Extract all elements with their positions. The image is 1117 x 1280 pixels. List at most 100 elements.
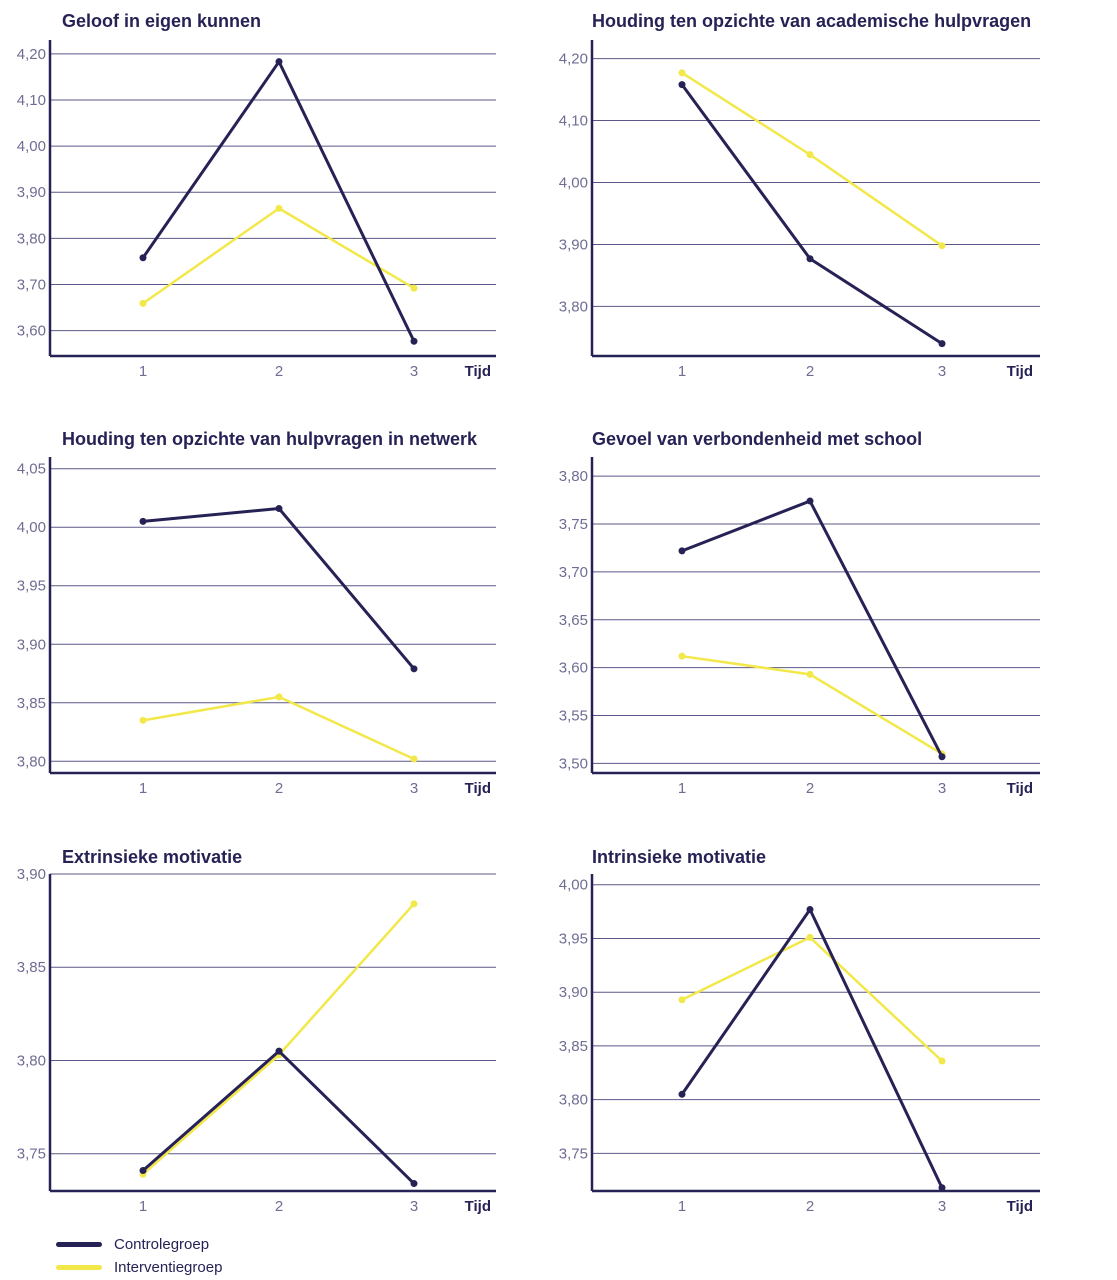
chart-6-ytick-label: 3,80: [559, 1092, 588, 1109]
chart-2-point-intervention: [678, 69, 686, 77]
chart-3-xtick-label: 3: [410, 780, 418, 797]
chart-6-ytick-label: 4,00: [559, 877, 588, 894]
chart-3-ytick-label: 3,85: [17, 695, 46, 712]
chart-5-point-intervention: [410, 900, 418, 908]
legend-item-intervention: Interventiegroep: [56, 1256, 222, 1279]
chart-6-xtick-label: 2: [806, 1198, 814, 1215]
chart-6-xlabel: Tijd: [1007, 1198, 1033, 1215]
chart-1-point-intervention: [410, 284, 418, 292]
chart-5-ytick-label: 3,90: [17, 866, 46, 883]
chart-2-ytick-label: 4,10: [559, 113, 588, 130]
chart-4-line-control: [680, 499, 944, 759]
chart-1-point-control: [275, 58, 283, 66]
chart-1-ytick-label: 3,70: [17, 276, 46, 293]
chart-1-ytick-label: 4,20: [17, 46, 46, 63]
chart-2-line-control: [680, 83, 944, 346]
chart-6-ytick-label: 3,90: [559, 984, 588, 1001]
chart-6-point-intervention: [938, 1057, 946, 1065]
chart-1-ytick-label: 3,80: [17, 230, 46, 247]
chart-4-point-control: [678, 547, 686, 555]
chart-6-line-intervention: [680, 936, 944, 1063]
chart-1-ytick-label: 3,60: [17, 323, 46, 340]
chart-2-ytick-label: 4,00: [559, 175, 588, 192]
chart-3-xtick-label: 1: [139, 780, 147, 797]
chart-4-ytick-label: 3,55: [559, 708, 588, 725]
chart-6-point-control: [806, 905, 814, 913]
chart-4-point-intervention: [806, 670, 814, 678]
chart-3-point-control: [139, 517, 147, 525]
chart-1-ytick-label: 4,00: [17, 138, 46, 155]
chart-3-xtick-label: 2: [275, 780, 283, 797]
chart-4-xtick-label: 2: [806, 780, 814, 797]
chart-1-point-control: [139, 254, 147, 262]
chart-3-point-control: [275, 504, 283, 512]
chart-3-point-control: [410, 665, 418, 673]
chart-2-point-intervention: [938, 242, 946, 250]
chart-1-point-control: [410, 337, 418, 345]
chart-4-point-control: [938, 753, 946, 761]
chart-5-xtick-label: 1: [139, 1198, 147, 1215]
chart-5-ytick-label: 3,75: [17, 1146, 46, 1163]
chart-1-ytick-label: 4,10: [17, 92, 46, 109]
legend-label-intervention: Interventiegroep: [114, 1259, 223, 1276]
chart-2-point-intervention: [806, 151, 814, 159]
chart-4-line-intervention: [680, 654, 944, 756]
chart-4-ytick-label: 3,70: [559, 564, 588, 581]
chart-3-ytick-label: 4,05: [17, 461, 46, 478]
chart-4-ytick-label: 3,65: [559, 612, 588, 629]
chart-3-line-intervention: [141, 695, 416, 761]
chart-4-ytick-label: 3,50: [559, 755, 588, 772]
chart-1-xtick-label: 3: [410, 363, 418, 380]
chart-2-xtick-label: 3: [938, 363, 946, 380]
chart-6-point-intervention: [678, 996, 686, 1004]
chart-1-ytick-label: 3,90: [17, 184, 46, 201]
chart-4-point-control: [806, 497, 814, 505]
chart-1-title: Geloof in eigen kunnen: [62, 11, 261, 31]
legend-swatch-control: [56, 1242, 102, 1247]
chart-5-title: Extrinsieke motivatie: [62, 847, 242, 867]
chart-2-ytick-label: 4,20: [559, 51, 588, 68]
chart-4-ytick-label: 3,80: [559, 468, 588, 485]
chart-5-xtick-label: 2: [275, 1198, 283, 1215]
chart-4-title: Gevoel van verbondenheid met school: [592, 429, 922, 449]
chart-1-xtick-label: 1: [139, 363, 147, 380]
chart-3-title: Houding ten opzichte van hulpvragen in n…: [62, 429, 478, 449]
chart-3-ytick-label: 3,90: [17, 636, 46, 653]
chart-6-line-control: [680, 907, 944, 1190]
legend: Controlegroep Interventiegroep: [56, 1233, 222, 1279]
chart-1-line-control: [141, 60, 416, 343]
chart-2-ytick-label: 3,80: [559, 298, 588, 315]
chart-3-ytick-label: 3,95: [17, 578, 46, 595]
chart-4-xlabel: Tijd: [1007, 780, 1033, 797]
chart-2-point-control: [678, 81, 686, 89]
chart-2-line-intervention: [680, 71, 944, 247]
chart-6-point-intervention: [806, 933, 814, 941]
chart-3-xlabel: Tijd: [465, 780, 491, 797]
chart-5-ytick-label: 3,85: [17, 959, 46, 976]
chart-5-point-control: [410, 1180, 418, 1188]
chart-2-xlabel: Tijd: [1007, 363, 1033, 380]
chart-5-point-control: [139, 1166, 147, 1174]
chart-4-xtick-label: 3: [938, 780, 946, 797]
chart-2-xtick-label: 2: [806, 363, 814, 380]
chart-6-xtick-label: 1: [678, 1198, 686, 1215]
legend-label-control: Controlegroep: [114, 1236, 210, 1253]
chart-1-point-intervention: [275, 204, 283, 212]
chart-6-ytick-label: 3,85: [559, 1038, 588, 1055]
chart-6-title: Intrinsieke motivatie: [592, 847, 766, 867]
chart-3-line-control: [141, 506, 416, 671]
chart-6-ytick-label: 3,95: [559, 930, 588, 947]
legend-swatch-intervention: [56, 1265, 102, 1270]
chart-2-ytick-label: 3,90: [559, 236, 588, 253]
chart-4-xtick-label: 1: [678, 780, 686, 797]
chart-6-xtick-label: 3: [938, 1198, 946, 1215]
chart-3-ytick-label: 3,80: [17, 753, 46, 770]
chart-5-point-control: [275, 1047, 283, 1055]
chart-1-xtick-label: 2: [275, 363, 283, 380]
chart-6-point-control: [938, 1184, 946, 1192]
chart-3-point-intervention: [410, 755, 418, 763]
chart-2-point-control: [938, 340, 946, 348]
chart-5-line-control: [141, 1049, 416, 1186]
chart-4-point-intervention: [678, 652, 686, 660]
